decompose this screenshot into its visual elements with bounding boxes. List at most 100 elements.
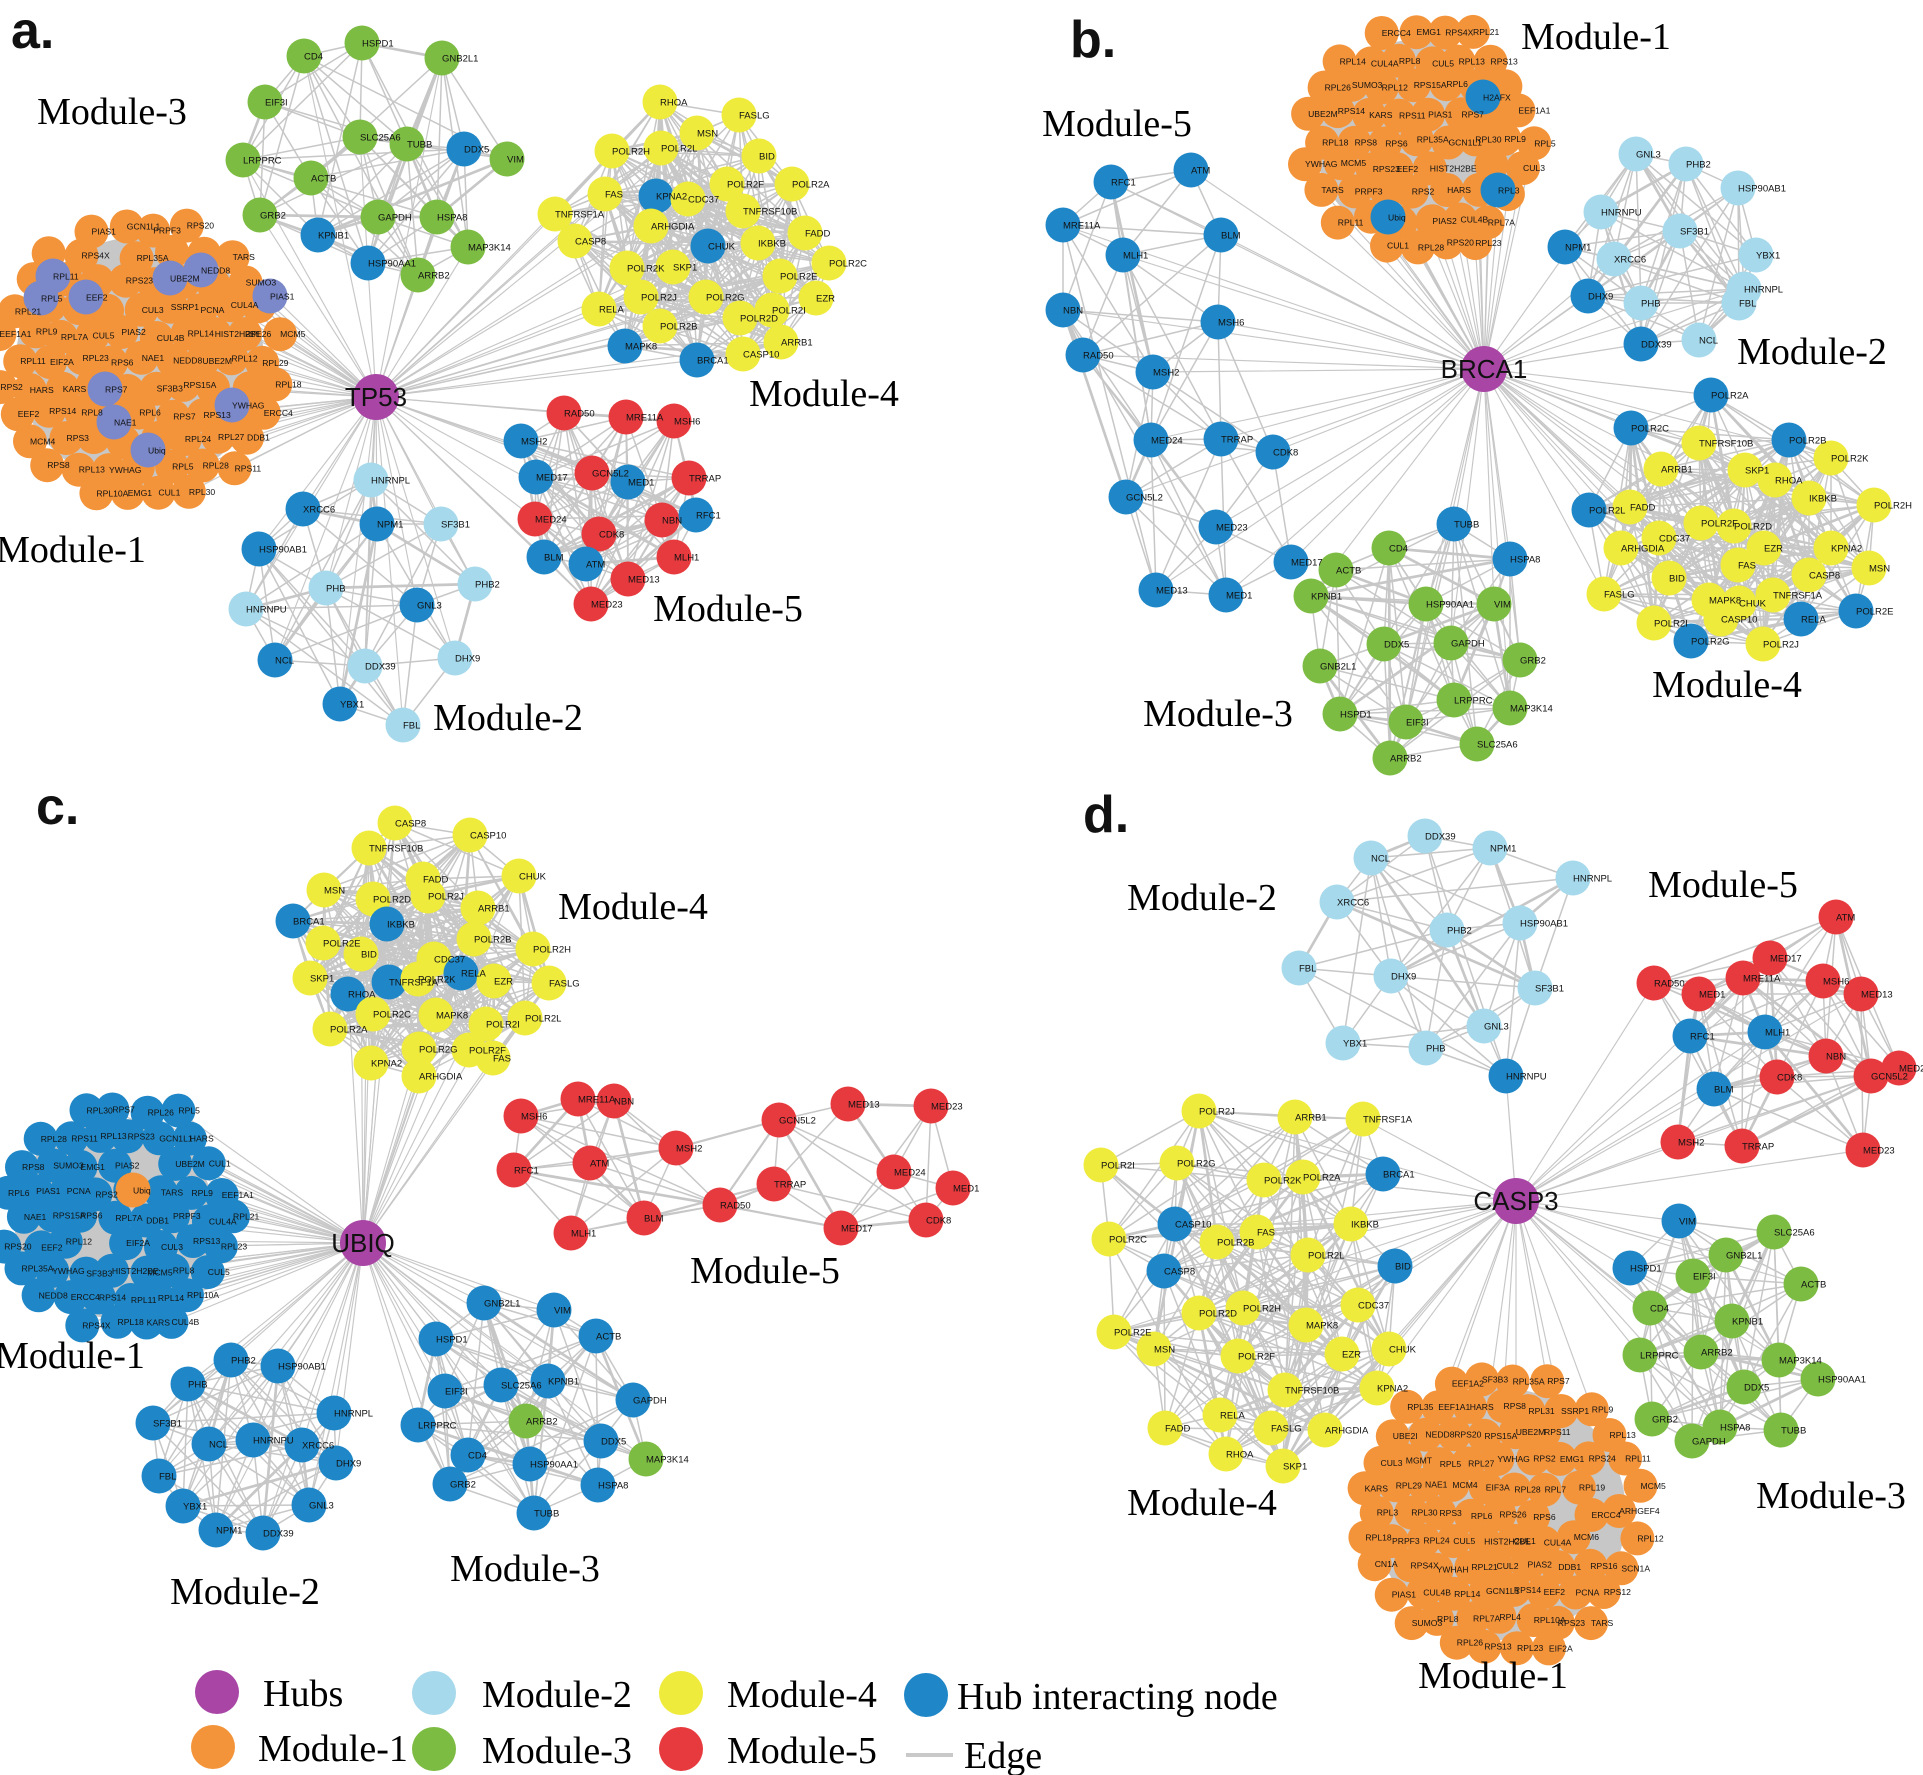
svg-text:LRPPRC: LRPPRC [1640,1350,1679,1361]
svg-text:EMG1: EMG1 [1560,1454,1585,1464]
svg-text:Module-4: Module-4 [558,886,708,928]
svg-text:GNB2L1: GNB2L1 [442,53,478,64]
svg-text:RPL18: RPL18 [118,1317,144,1327]
svg-text:RPL35A: RPL35A [22,1263,54,1273]
svg-text:UBE2M: UBE2M [170,273,200,283]
svg-text:PCNA: PCNA [201,305,225,315]
svg-text:TUBB: TUBB [534,1508,559,1519]
svg-text:UBIQ: UBIQ [331,1228,395,1258]
svg-text:LRPPRC: LRPPRC [1454,695,1493,706]
svg-text:CUL5: CUL5 [208,1267,230,1277]
svg-text:RPL13: RPL13 [1610,1430,1636,1440]
svg-text:FADD: FADD [1630,502,1655,513]
svg-text:HSP90AA1: HSP90AA1 [368,258,416,269]
svg-text:POLR2F: POLR2F [1238,1351,1275,1362]
svg-text:BID: BID [1395,1261,1411,1272]
svg-text:RAD50: RAD50 [1654,978,1685,989]
svg-text:POLR2J: POLR2J [1199,1106,1235,1117]
svg-text:POLR2D: POLR2D [1734,521,1772,532]
svg-text:RPL14: RPL14 [1454,1589,1480,1599]
svg-text:d.: d. [1083,786,1129,844]
svg-text:PHB2: PHB2 [1447,925,1472,936]
svg-text:RPL9: RPL9 [191,1188,213,1198]
svg-text:UBE2M: UBE2M [202,356,232,366]
svg-text:MSH2: MSH2 [521,436,547,447]
svg-text:HIST2H2BE: HIST2H2BE [1484,1537,1531,1547]
svg-text:RPS8: RPS8 [1355,138,1378,148]
svg-text:Module-3: Module-3 [1756,1475,1906,1517]
svg-text:RPL8: RPL8 [81,407,103,417]
svg-text:HSP90AB1: HSP90AB1 [259,544,307,555]
svg-text:CDK8: CDK8 [1273,447,1298,458]
svg-text:RPL26: RPL26 [245,329,271,339]
svg-text:FADD: FADD [423,874,448,885]
svg-text:BRCA1: BRCA1 [293,916,325,927]
svg-text:RPS7: RPS7 [105,384,128,394]
svg-text:TARS: TARS [161,1187,184,1197]
svg-text:POLR2B: POLR2B [474,934,512,945]
svg-text:RPS2: RPS2 [95,1189,118,1199]
svg-text:NEDD8: NEDD8 [201,265,230,275]
svg-text:POLR2A: POLR2A [1711,390,1749,401]
svg-text:RPL23: RPL23 [1475,238,1501,248]
svg-text:RPL21: RPL21 [15,306,41,316]
svg-text:RPL11: RPL11 [1338,218,1364,228]
svg-text:RPS2: RPS2 [0,382,23,392]
svg-text:MSH2: MSH2 [676,1143,702,1154]
svg-text:GCN1L1: GCN1L1 [159,1133,193,1143]
svg-text:DDX5: DDX5 [1384,639,1409,650]
svg-text:CDK8: CDK8 [1777,1072,1802,1083]
svg-text:b.: b. [1070,11,1116,69]
svg-text:PIAS1: PIAS1 [1428,110,1453,120]
svg-text:POLR2F: POLR2F [1701,518,1738,529]
svg-text:RPL7A: RPL7A [1488,217,1515,227]
svg-text:PHB2: PHB2 [475,579,500,590]
svg-text:EEF1A1: EEF1A1 [1518,105,1550,115]
svg-text:TNFRSF10B: TNFRSF10B [1285,1385,1339,1396]
svg-text:RFC1: RFC1 [1690,1031,1715,1042]
svg-text:SUMO3: SUMO3 [1412,1618,1443,1628]
svg-text:RPL6: RPL6 [8,1188,30,1198]
svg-text:YWHAG: YWHAG [1305,159,1338,169]
svg-text:RPL8: RPL8 [1399,56,1421,66]
svg-text:HNRNPU: HNRNPU [1601,207,1642,218]
svg-text:CHUK: CHUK [519,871,547,882]
svg-text:VIM: VIM [1494,599,1511,610]
svg-text:Module-1: Module-1 [258,1728,408,1770]
svg-text:POLR2G: POLR2G [706,292,745,303]
svg-text:RELA: RELA [461,968,486,979]
svg-text:TNFRSF10B: TNFRSF10B [743,206,797,217]
svg-text:CASP10: CASP10 [743,349,779,360]
svg-text:DHX9: DHX9 [336,1458,361,1469]
svg-text:PIAS1: PIAS1 [36,1186,61,1196]
svg-text:RPL3: RPL3 [1377,1508,1399,1518]
svg-text:PHB2: PHB2 [231,1355,256,1366]
svg-text:MSH2: MSH2 [1678,1137,1704,1148]
svg-text:RPL11: RPL11 [1625,1454,1651,1464]
svg-text:NEDD8: NEDD8 [173,355,202,365]
svg-text:CASP8: CASP8 [1809,570,1840,581]
svg-text:MAPK8: MAPK8 [436,1010,468,1021]
svg-text:RPL18: RPL18 [275,379,301,389]
svg-text:YBX1: YBX1 [183,1501,207,1512]
svg-text:MGMT: MGMT [1406,1455,1433,1465]
svg-text:TRRAP: TRRAP [774,1179,806,1190]
svg-text:RPL9: RPL9 [36,326,58,336]
svg-text:RPL8: RPL8 [1437,1614,1459,1624]
svg-text:GNB2L1: GNB2L1 [484,1298,520,1309]
svg-text:PHB: PHB [188,1379,208,1390]
svg-text:LRPPRC: LRPPRC [243,155,282,166]
svg-text:KARS: KARS [1369,110,1393,120]
svg-text:POLR2K: POLR2K [627,263,665,274]
svg-text:ATM: ATM [1836,912,1855,923]
svg-text:RPL5: RPL5 [172,462,194,472]
svg-text:RPS23: RPS23 [128,1131,155,1141]
svg-text:RFC1: RFC1 [696,510,721,521]
svg-text:GCN1L1: GCN1L1 [127,222,161,232]
svg-text:MAPK8: MAPK8 [1306,1320,1338,1331]
svg-text:POLR2A: POLR2A [330,1024,368,1035]
svg-text:RPL24: RPL24 [1423,1536,1449,1546]
svg-text:SF3B3: SF3B3 [86,1269,112,1279]
svg-text:RPL18: RPL18 [1322,138,1348,148]
svg-text:EZR: EZR [1764,543,1783,554]
